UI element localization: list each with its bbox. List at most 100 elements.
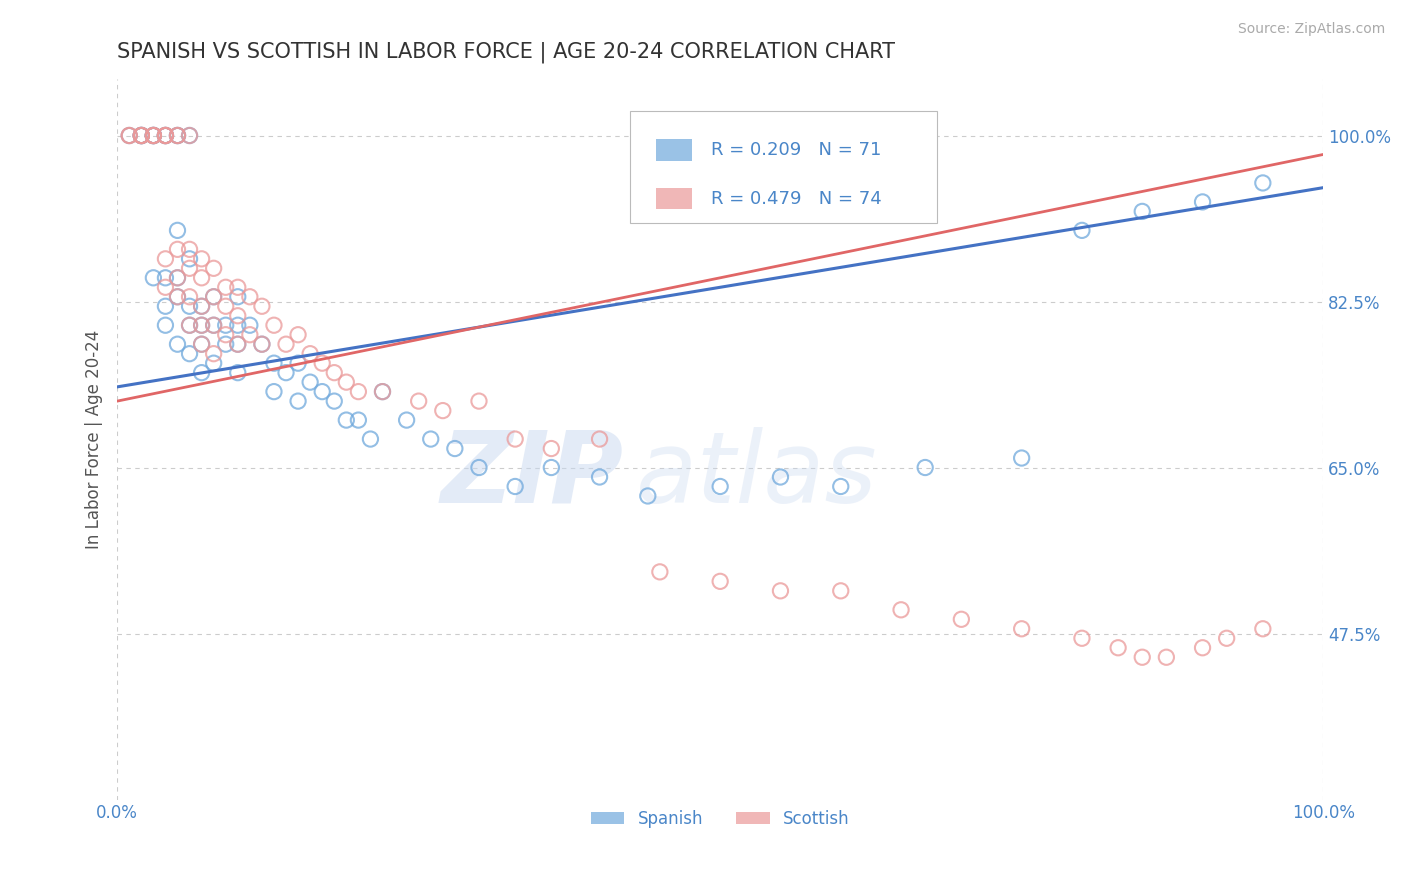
Point xyxy=(1071,632,1094,646)
Point xyxy=(1130,204,1153,219)
Point xyxy=(166,270,188,285)
Point xyxy=(1156,650,1178,665)
Text: atlas: atlas xyxy=(636,426,877,524)
Point xyxy=(179,290,201,304)
Y-axis label: In Labor Force | Age 20-24: In Labor Force | Age 20-24 xyxy=(86,329,103,549)
Point xyxy=(540,460,562,475)
Point xyxy=(190,318,212,333)
Point xyxy=(274,337,297,351)
Point xyxy=(202,290,225,304)
Point xyxy=(503,432,526,446)
Point xyxy=(190,299,212,313)
Point xyxy=(142,128,165,143)
Point xyxy=(155,318,177,333)
Point xyxy=(142,128,165,143)
Point xyxy=(142,128,165,143)
Point xyxy=(142,128,165,143)
Point xyxy=(131,128,153,143)
Point xyxy=(190,252,212,266)
Point xyxy=(166,128,188,143)
Point xyxy=(226,337,249,351)
Point xyxy=(1130,650,1153,665)
Point xyxy=(311,384,333,399)
Point xyxy=(215,337,238,351)
Point xyxy=(347,384,370,399)
Point xyxy=(226,318,249,333)
Point xyxy=(166,128,188,143)
Bar xyxy=(657,139,692,161)
Point xyxy=(239,290,262,304)
Point xyxy=(215,327,238,342)
Point xyxy=(371,384,394,399)
Point xyxy=(155,128,177,143)
Point xyxy=(311,356,333,370)
Point xyxy=(226,309,249,323)
Point xyxy=(155,252,177,266)
Point xyxy=(1011,450,1033,465)
Point xyxy=(131,128,153,143)
Point xyxy=(202,356,225,370)
Point xyxy=(179,261,201,276)
Point xyxy=(142,270,165,285)
Point xyxy=(179,347,201,361)
Point xyxy=(166,223,188,237)
Point xyxy=(166,128,188,143)
Point xyxy=(155,128,177,143)
Point xyxy=(769,583,792,598)
Point xyxy=(323,394,346,409)
Point xyxy=(155,299,177,313)
Point xyxy=(226,280,249,294)
Point xyxy=(419,432,441,446)
Point xyxy=(155,280,177,294)
Point xyxy=(118,128,141,143)
Point xyxy=(709,574,731,589)
Point xyxy=(190,337,212,351)
Point xyxy=(914,460,936,475)
Point xyxy=(166,243,188,257)
Point xyxy=(503,479,526,493)
Point xyxy=(179,252,201,266)
Point xyxy=(202,290,225,304)
Point xyxy=(1191,640,1213,655)
Point xyxy=(347,413,370,427)
Point xyxy=(1251,176,1274,190)
Point xyxy=(131,128,153,143)
Point xyxy=(263,356,285,370)
Point xyxy=(588,432,610,446)
Point xyxy=(215,318,238,333)
Point xyxy=(190,366,212,380)
Point xyxy=(287,327,309,342)
Point xyxy=(179,318,201,333)
Point xyxy=(250,337,273,351)
Point xyxy=(215,280,238,294)
Bar xyxy=(657,187,692,210)
Point xyxy=(131,128,153,143)
Text: SPANISH VS SCOTTISH IN LABOR FORCE | AGE 20-24 CORRELATION CHART: SPANISH VS SCOTTISH IN LABOR FORCE | AGE… xyxy=(117,42,896,63)
Point xyxy=(190,270,212,285)
Point xyxy=(239,327,262,342)
Point xyxy=(890,603,912,617)
Point xyxy=(299,375,322,389)
Point xyxy=(709,479,731,493)
Text: ZIP: ZIP xyxy=(440,426,624,524)
Point xyxy=(468,394,491,409)
Point xyxy=(131,128,153,143)
Point xyxy=(1215,632,1237,646)
Point xyxy=(179,128,201,143)
Point xyxy=(408,394,430,409)
Point xyxy=(287,394,309,409)
Point xyxy=(202,261,225,276)
Point xyxy=(131,128,153,143)
Point xyxy=(179,318,201,333)
Text: Source: ZipAtlas.com: Source: ZipAtlas.com xyxy=(1237,22,1385,37)
Point xyxy=(323,366,346,380)
FancyBboxPatch shape xyxy=(630,111,938,223)
Point xyxy=(155,128,177,143)
Point xyxy=(263,384,285,399)
Legend: Spanish, Scottish: Spanish, Scottish xyxy=(583,803,856,834)
Point xyxy=(215,299,238,313)
Point xyxy=(830,583,852,598)
Point xyxy=(648,565,671,579)
Point xyxy=(155,128,177,143)
Point xyxy=(142,128,165,143)
